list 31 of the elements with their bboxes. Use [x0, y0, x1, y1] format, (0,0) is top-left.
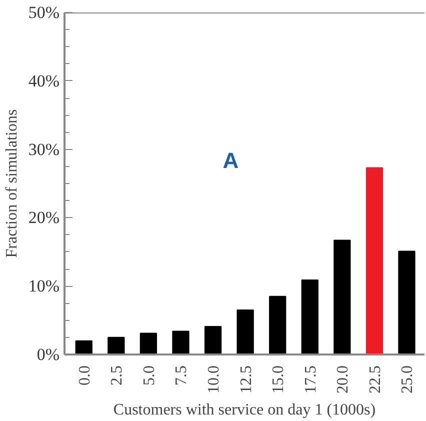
x-tick-label: 17.5 — [302, 366, 320, 394]
y-tick-label: 50% — [28, 3, 60, 22]
bar — [204, 326, 222, 354]
x-tick-label: 25.0 — [399, 366, 416, 394]
x-axis-title: Customers with service on day 1 (1000s) — [113, 402, 376, 418]
bar — [140, 332, 158, 354]
y-tick-label: 10% — [28, 276, 60, 296]
x-tick-label: 15.0 — [270, 366, 288, 394]
x-tick-label: 2.5 — [108, 366, 126, 386]
y-tick-label: 0% — [36, 345, 60, 364]
x-tick-label: 5.0 — [140, 366, 158, 386]
y-tick-label: 30% — [28, 140, 60, 159]
y-tick-label: 20% — [28, 208, 60, 228]
bar — [366, 167, 384, 354]
x-tick-label: 22.5 — [366, 366, 384, 394]
x-tick-label: 20.0 — [334, 366, 352, 394]
bar — [172, 330, 190, 354]
annotation: A — [222, 148, 239, 174]
bar — [398, 250, 416, 354]
bar — [334, 240, 351, 354]
y-tick-label: 40% — [28, 71, 60, 90]
bar — [236, 310, 254, 354]
bar — [75, 340, 92, 354]
x-tick-label: 0.0 — [76, 366, 94, 386]
bar — [301, 279, 318, 354]
x-tick-label: 10.0 — [206, 366, 223, 394]
x-tick-label: 12.5 — [238, 366, 255, 394]
x-tick-label: 7.5 — [173, 366, 190, 386]
y-axis-title: Fraction of simulations — [3, 109, 20, 258]
bar — [269, 296, 286, 354]
bar — [108, 336, 125, 354]
